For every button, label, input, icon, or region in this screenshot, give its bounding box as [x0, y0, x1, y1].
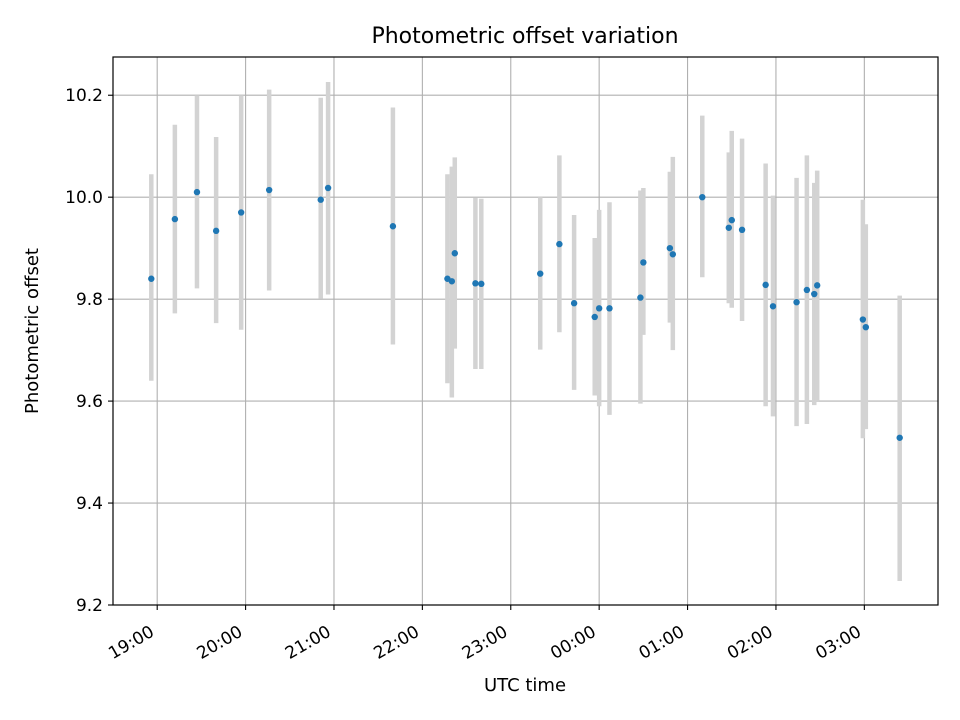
data-point [148, 275, 155, 282]
data-point [728, 216, 735, 224]
y-axis-label: Photometric offset [22, 248, 43, 414]
x-axis-label: UTC time [484, 675, 566, 696]
y-tick-label: 9.8 [76, 290, 103, 310]
y-tick-label: 10.0 [65, 188, 103, 208]
y-axis-ticks: 9.2 9.4 9.6 9.8 10.0 10.2 [65, 86, 113, 616]
data-point [324, 184, 332, 192]
data-point [537, 270, 544, 277]
data-point [862, 323, 870, 331]
data-point [769, 303, 777, 310]
data-point [472, 280, 479, 287]
data-point [793, 298, 800, 306]
data-point [725, 224, 733, 231]
data-point [859, 316, 867, 323]
plot-frame [112, 56, 939, 606]
data-point [171, 215, 179, 223]
y-tick-label: 9.4 [76, 494, 103, 514]
data-point [640, 259, 647, 266]
data-point [699, 193, 706, 201]
data-point [669, 251, 677, 258]
data-point [811, 290, 818, 298]
data-point [666, 244, 674, 252]
data-point [478, 280, 485, 288]
data-point [193, 188, 201, 196]
data-point [762, 281, 769, 289]
data-point [591, 313, 598, 321]
data-point [813, 282, 821, 289]
data-point [237, 209, 245, 216]
y-tick-label: 9.2 [76, 596, 103, 616]
data-point [212, 227, 220, 235]
data-point [317, 196, 324, 203]
y-tick-label: 9.6 [76, 392, 103, 412]
data-point [738, 226, 746, 234]
chart-title: Photometric offset variation [371, 24, 678, 49]
data-point [570, 300, 578, 307]
data-point [637, 294, 644, 301]
data-point [448, 278, 456, 285]
data-point [556, 240, 563, 248]
data-point [803, 286, 811, 294]
data-point [389, 223, 397, 230]
data-point [595, 305, 603, 312]
data-point [451, 250, 458, 257]
data-points [148, 184, 903, 441]
data-point [896, 434, 903, 441]
y-tick-label: 10.2 [65, 86, 103, 106]
data-point [606, 305, 613, 312]
data-point [265, 186, 273, 194]
